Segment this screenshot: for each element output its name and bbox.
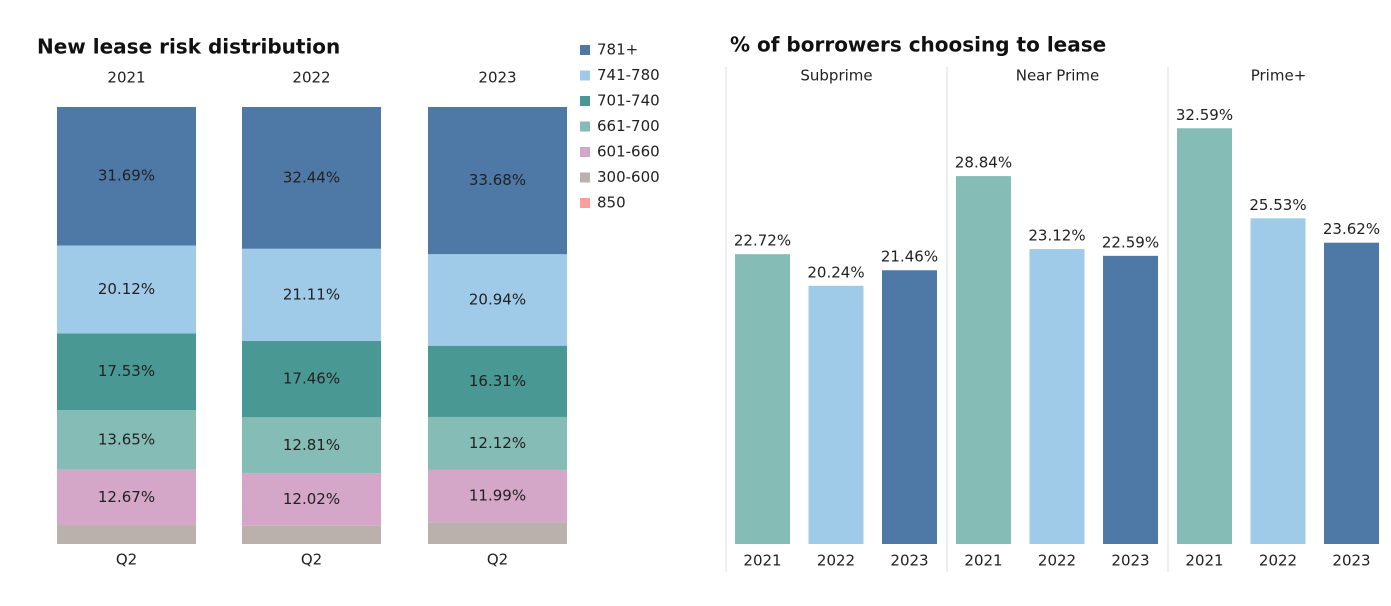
data-label: 13.65%: [98, 430, 155, 448]
legend-label: 741-780: [597, 66, 660, 84]
data-label: 20.24%: [807, 263, 864, 281]
data-label: 25.53%: [1249, 196, 1306, 214]
data-label: 12.12%: [469, 434, 526, 452]
bar-segment: [428, 254, 567, 346]
data-label: 21.46%: [881, 248, 938, 266]
legend-swatch: [580, 96, 590, 106]
bar-segment: [428, 469, 567, 523]
data-label: 20.94%: [469, 290, 526, 308]
x-tick-label: 2021: [1185, 552, 1223, 570]
legend-swatch: [580, 121, 590, 132]
panel-label: Prime+: [1251, 67, 1307, 85]
bar-segment: [242, 473, 381, 526]
bar: [882, 270, 937, 544]
panel-label: 2021: [107, 69, 145, 87]
panel-label: Subprime: [800, 67, 872, 85]
data-label: 17.46%: [283, 370, 340, 388]
data-label: 23.12%: [1028, 227, 1085, 245]
x-tick-label: 2022: [817, 552, 855, 570]
x-tick-label: Q2: [487, 551, 508, 569]
bar-segment: [242, 525, 381, 544]
data-label: 16.31%: [469, 372, 526, 390]
legend-label: 661-700: [597, 117, 660, 135]
legend-swatch: [580, 70, 590, 81]
panel-label: 2023: [478, 69, 516, 87]
bar-segment: [57, 410, 196, 470]
legend-swatch: [580, 147, 590, 157]
x-tick-label: 2023: [1111, 552, 1149, 570]
data-label: 22.72%: [734, 232, 791, 250]
bar: [808, 285, 864, 544]
bar: [1103, 255, 1158, 544]
panel-label: 2022: [292, 69, 330, 87]
bar: [1250, 218, 1306, 544]
data-label: 12.81%: [283, 436, 340, 454]
legend-label: 601-660: [597, 143, 660, 161]
bar-segment: [242, 341, 381, 418]
data-label: 32.59%: [1176, 106, 1233, 124]
x-tick-label: 2022: [1259, 552, 1297, 570]
chart-title: New lease risk distribution: [37, 35, 340, 59]
bar-segment: [428, 107, 567, 255]
data-label: 17.53%: [98, 362, 155, 380]
bar: [735, 254, 790, 544]
data-label: 28.84%: [955, 154, 1012, 172]
data-label: 21.11%: [283, 285, 340, 303]
bar-segment: [57, 469, 196, 526]
x-tick-label: 2021: [743, 552, 781, 570]
panel-label: Near Prime: [1016, 67, 1100, 85]
bar-segment: [242, 107, 381, 249]
bar: [956, 176, 1011, 544]
data-label: 11.99%: [469, 487, 526, 505]
x-tick-label: 2022: [1038, 552, 1076, 570]
bar-segment: [428, 345, 567, 417]
bar-segment: [57, 107, 196, 246]
chart-title: % of borrowers choosing to lease: [730, 33, 1106, 57]
legend-label: 850: [597, 194, 626, 212]
data-label: 31.69%: [98, 167, 155, 185]
legend-label: 781+: [597, 41, 638, 59]
data-label: 32.44%: [283, 168, 340, 186]
legend-swatch: [580, 198, 590, 208]
bar: [1029, 249, 1085, 544]
bar-segment: [57, 245, 196, 334]
x-tick-label: 2023: [890, 552, 928, 570]
x-tick-label: Q2: [116, 551, 137, 569]
data-label: 23.62%: [1323, 220, 1380, 238]
x-tick-label: 2021: [964, 552, 1002, 570]
legend-swatch: [580, 45, 590, 55]
x-tick-label: 2023: [1332, 552, 1370, 570]
bar: [1177, 128, 1232, 544]
x-tick-label: Q2: [301, 551, 322, 569]
bar-segment: [57, 525, 196, 544]
data-label: 33.68%: [469, 171, 526, 189]
legend-label: 300-600: [597, 168, 660, 186]
data-label: 22.59%: [1102, 233, 1159, 251]
data-label: 12.67%: [98, 488, 155, 506]
bar-segment: [242, 417, 381, 474]
bar: [1324, 242, 1379, 544]
legend-swatch: [580, 172, 590, 183]
legend-label: 701-740: [597, 92, 660, 110]
data-label: 20.12%: [98, 280, 155, 298]
data-label: 12.02%: [283, 490, 340, 508]
bar-segment: [428, 416, 567, 470]
bar-segment: [57, 333, 196, 411]
bar-segment: [428, 522, 567, 544]
bar-segment: [242, 248, 381, 342]
